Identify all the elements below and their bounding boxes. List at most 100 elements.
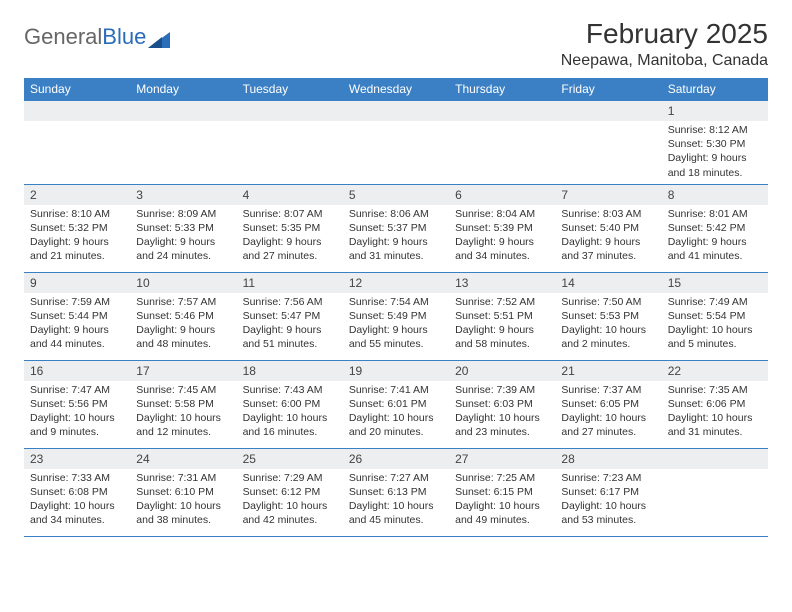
day-number: 28	[555, 449, 661, 469]
calendar-cell	[449, 101, 555, 185]
day-number: 8	[662, 185, 768, 205]
calendar-header-row: SundayMondayTuesdayWednesdayThursdayFrid…	[24, 78, 768, 101]
calendar-cell: 8Sunrise: 8:01 AMSunset: 5:42 PMDaylight…	[662, 184, 768, 272]
day-info: Sunrise: 7:50 AMSunset: 5:53 PMDaylight:…	[555, 293, 661, 356]
weekday-header: Sunday	[24, 78, 130, 101]
day-number: 11	[237, 273, 343, 293]
day-number: 4	[237, 185, 343, 205]
day-number: 12	[343, 273, 449, 293]
day-number: 23	[24, 449, 130, 469]
weekday-header: Friday	[555, 78, 661, 101]
day-number: 1	[662, 101, 768, 121]
day-info: Sunrise: 7:35 AMSunset: 6:06 PMDaylight:…	[662, 381, 768, 444]
calendar-cell	[662, 448, 768, 536]
day-info: Sunrise: 8:04 AMSunset: 5:39 PMDaylight:…	[449, 205, 555, 268]
day-info: Sunrise: 8:09 AMSunset: 5:33 PMDaylight:…	[130, 205, 236, 268]
calendar-cell: 12Sunrise: 7:54 AMSunset: 5:49 PMDayligh…	[343, 272, 449, 360]
calendar-cell: 22Sunrise: 7:35 AMSunset: 6:06 PMDayligh…	[662, 360, 768, 448]
calendar-cell: 13Sunrise: 7:52 AMSunset: 5:51 PMDayligh…	[449, 272, 555, 360]
day-number: 26	[343, 449, 449, 469]
calendar-cell: 6Sunrise: 8:04 AMSunset: 5:39 PMDaylight…	[449, 184, 555, 272]
calendar-cell: 17Sunrise: 7:45 AMSunset: 5:58 PMDayligh…	[130, 360, 236, 448]
day-info: Sunrise: 7:25 AMSunset: 6:15 PMDaylight:…	[449, 469, 555, 532]
calendar-cell: 11Sunrise: 7:56 AMSunset: 5:47 PMDayligh…	[237, 272, 343, 360]
day-number: 21	[555, 361, 661, 381]
day-number: 17	[130, 361, 236, 381]
day-number-empty	[237, 101, 343, 121]
calendar-cell: 23Sunrise: 7:33 AMSunset: 6:08 PMDayligh…	[24, 448, 130, 536]
title-block: February 2025 Neepawa, Manitoba, Canada	[561, 18, 768, 70]
calendar-cell	[555, 101, 661, 185]
calendar-cell: 1Sunrise: 8:12 AMSunset: 5:30 PMDaylight…	[662, 101, 768, 185]
day-info: Sunrise: 7:59 AMSunset: 5:44 PMDaylight:…	[24, 293, 130, 356]
day-number-empty	[343, 101, 449, 121]
calendar-cell: 14Sunrise: 7:50 AMSunset: 5:53 PMDayligh…	[555, 272, 661, 360]
calendar-cell	[237, 101, 343, 185]
day-info: Sunrise: 7:29 AMSunset: 6:12 PMDaylight:…	[237, 469, 343, 532]
weekday-header: Monday	[130, 78, 236, 101]
day-info: Sunrise: 7:57 AMSunset: 5:46 PMDaylight:…	[130, 293, 236, 356]
calendar-row: 9Sunrise: 7:59 AMSunset: 5:44 PMDaylight…	[24, 272, 768, 360]
day-info: Sunrise: 7:31 AMSunset: 6:10 PMDaylight:…	[130, 469, 236, 532]
day-info: Sunrise: 7:41 AMSunset: 6:01 PMDaylight:…	[343, 381, 449, 444]
day-info: Sunrise: 8:10 AMSunset: 5:32 PMDaylight:…	[24, 205, 130, 268]
logo-text-2: Blue	[102, 24, 146, 50]
day-number: 7	[555, 185, 661, 205]
day-info: Sunrise: 7:56 AMSunset: 5:47 PMDaylight:…	[237, 293, 343, 356]
day-number-empty	[662, 449, 768, 469]
day-number: 10	[130, 273, 236, 293]
day-info: Sunrise: 7:27 AMSunset: 6:13 PMDaylight:…	[343, 469, 449, 532]
calendar-body: 1Sunrise: 8:12 AMSunset: 5:30 PMDaylight…	[24, 101, 768, 537]
calendar-cell: 3Sunrise: 8:09 AMSunset: 5:33 PMDaylight…	[130, 184, 236, 272]
calendar-cell	[130, 101, 236, 185]
day-info: Sunrise: 7:45 AMSunset: 5:58 PMDaylight:…	[130, 381, 236, 444]
day-info: Sunrise: 7:23 AMSunset: 6:17 PMDaylight:…	[555, 469, 661, 532]
day-number: 20	[449, 361, 555, 381]
page-header: GeneralBlue February 2025 Neepawa, Manit…	[24, 18, 768, 70]
calendar-cell: 26Sunrise: 7:27 AMSunset: 6:13 PMDayligh…	[343, 448, 449, 536]
calendar-cell: 24Sunrise: 7:31 AMSunset: 6:10 PMDayligh…	[130, 448, 236, 536]
calendar-cell: 5Sunrise: 8:06 AMSunset: 5:37 PMDaylight…	[343, 184, 449, 272]
calendar-cell: 16Sunrise: 7:47 AMSunset: 5:56 PMDayligh…	[24, 360, 130, 448]
day-number: 5	[343, 185, 449, 205]
day-number-empty	[24, 101, 130, 121]
day-number: 3	[130, 185, 236, 205]
weekday-header: Thursday	[449, 78, 555, 101]
weekday-header: Wednesday	[343, 78, 449, 101]
day-number: 6	[449, 185, 555, 205]
calendar-cell: 27Sunrise: 7:25 AMSunset: 6:15 PMDayligh…	[449, 448, 555, 536]
calendar-row: 1Sunrise: 8:12 AMSunset: 5:30 PMDaylight…	[24, 101, 768, 185]
day-info: Sunrise: 7:49 AMSunset: 5:54 PMDaylight:…	[662, 293, 768, 356]
day-info: Sunrise: 8:06 AMSunset: 5:37 PMDaylight:…	[343, 205, 449, 268]
calendar-row: 16Sunrise: 7:47 AMSunset: 5:56 PMDayligh…	[24, 360, 768, 448]
day-number: 13	[449, 273, 555, 293]
calendar-row: 23Sunrise: 7:33 AMSunset: 6:08 PMDayligh…	[24, 448, 768, 536]
weekday-header: Saturday	[662, 78, 768, 101]
day-number: 27	[449, 449, 555, 469]
day-info: Sunrise: 8:01 AMSunset: 5:42 PMDaylight:…	[662, 205, 768, 268]
day-info: Sunrise: 7:47 AMSunset: 5:56 PMDaylight:…	[24, 381, 130, 444]
day-number: 14	[555, 273, 661, 293]
logo-text-1: General	[24, 24, 102, 50]
calendar-cell: 10Sunrise: 7:57 AMSunset: 5:46 PMDayligh…	[130, 272, 236, 360]
day-info: Sunrise: 7:52 AMSunset: 5:51 PMDaylight:…	[449, 293, 555, 356]
calendar-cell: 7Sunrise: 8:03 AMSunset: 5:40 PMDaylight…	[555, 184, 661, 272]
day-number: 15	[662, 273, 768, 293]
calendar-cell: 4Sunrise: 8:07 AMSunset: 5:35 PMDaylight…	[237, 184, 343, 272]
day-number: 19	[343, 361, 449, 381]
calendar-table: SundayMondayTuesdayWednesdayThursdayFrid…	[24, 78, 768, 537]
day-info: Sunrise: 8:12 AMSunset: 5:30 PMDaylight:…	[662, 121, 768, 184]
day-info: Sunrise: 8:03 AMSunset: 5:40 PMDaylight:…	[555, 205, 661, 268]
day-number-empty	[555, 101, 661, 121]
day-number: 9	[24, 273, 130, 293]
day-number: 22	[662, 361, 768, 381]
day-number-empty	[449, 101, 555, 121]
calendar-cell: 28Sunrise: 7:23 AMSunset: 6:17 PMDayligh…	[555, 448, 661, 536]
calendar-cell	[24, 101, 130, 185]
calendar-cell: 15Sunrise: 7:49 AMSunset: 5:54 PMDayligh…	[662, 272, 768, 360]
day-number: 2	[24, 185, 130, 205]
day-info: Sunrise: 7:39 AMSunset: 6:03 PMDaylight:…	[449, 381, 555, 444]
weekday-header: Tuesday	[237, 78, 343, 101]
calendar-cell: 9Sunrise: 7:59 AMSunset: 5:44 PMDaylight…	[24, 272, 130, 360]
day-number: 25	[237, 449, 343, 469]
